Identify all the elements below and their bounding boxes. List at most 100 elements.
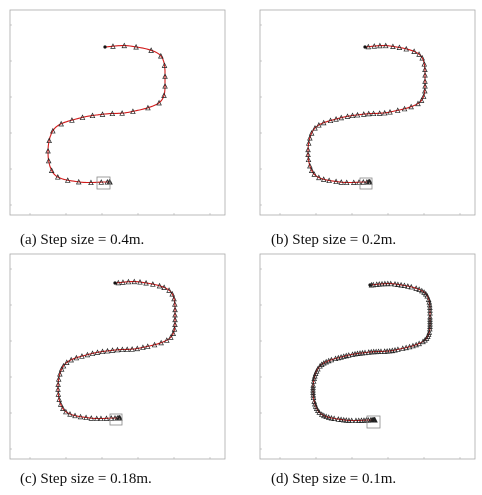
pose-marker (365, 110, 372, 117)
pose-marker (377, 42, 383, 49)
panel-b (259, 9, 476, 216)
pose-marker (99, 348, 106, 355)
pose-marker (156, 99, 162, 106)
pose-marker (387, 280, 394, 287)
pose-marker (104, 347, 111, 354)
pose-marker (60, 405, 66, 411)
pose-marker (119, 110, 125, 116)
pose-marker (60, 362, 67, 369)
pose-marker (50, 127, 56, 134)
pose-marker (328, 356, 335, 363)
start-point (113, 281, 117, 285)
pose-marker (310, 382, 316, 388)
panel-a (9, 9, 226, 216)
pose-marker (368, 348, 375, 355)
caption-a: (a) Step size = 0.4m. (20, 232, 145, 248)
plot-a (9, 9, 226, 216)
pose-marker (426, 301, 433, 308)
pose-marker (317, 363, 323, 369)
pose-marker (170, 330, 177, 336)
trajectory-line (47, 45, 166, 184)
pose-marker (67, 411, 73, 417)
pose-marker (418, 97, 425, 103)
pose-marker (316, 122, 322, 128)
pose-marker (421, 61, 428, 67)
pose-marker (381, 109, 388, 116)
pose-marker (58, 120, 64, 127)
pose-marker (360, 111, 367, 117)
pose-marker (162, 83, 168, 89)
panel-c (9, 253, 226, 460)
pose-marker (379, 280, 385, 287)
pose-marker (333, 178, 339, 185)
pose-marker (168, 334, 174, 340)
pose-marker (150, 281, 156, 287)
pose-marker (389, 347, 396, 354)
pose-marker (321, 412, 327, 419)
pose-marker (422, 337, 428, 343)
pose-marker (343, 352, 350, 359)
pose-marker (164, 337, 170, 343)
pose-marker (401, 105, 408, 112)
pose-marker (365, 43, 372, 50)
pose-marker (308, 167, 315, 173)
pose-marker (131, 278, 138, 285)
pose-marker (140, 344, 146, 350)
panel-d (259, 253, 476, 460)
pose-marker (172, 301, 178, 307)
pose-marker (427, 304, 433, 310)
pose-marker (45, 157, 52, 164)
pose-marker (110, 43, 116, 49)
pose-marker (344, 113, 351, 119)
pose-marker (133, 43, 139, 50)
pose-marker (89, 112, 96, 119)
pose-marker (394, 107, 401, 113)
target-box (109, 413, 123, 426)
pose-marker (416, 286, 422, 292)
pose-marker (88, 415, 95, 421)
pose-marker (367, 179, 373, 185)
pose-marker (343, 179, 350, 186)
pose-marker (398, 281, 404, 288)
pose-marker (354, 111, 361, 118)
pose-marker (320, 176, 327, 182)
pose-marker (75, 178, 82, 185)
pose-marker (416, 340, 422, 347)
plot-b (259, 9, 476, 216)
pose-marker (145, 104, 151, 111)
pose-marker (381, 348, 388, 354)
pose-marker (109, 347, 116, 353)
pose-marker (408, 283, 415, 290)
pose-marker (338, 179, 345, 185)
pose-marker (310, 387, 316, 393)
pose-marker (161, 62, 168, 68)
pose-marker (68, 356, 74, 363)
pose-marker (55, 174, 61, 180)
target-box (366, 415, 381, 429)
pose-marker (416, 51, 422, 57)
pose-marker (333, 116, 339, 122)
pose-marker (403, 45, 410, 52)
pose-marker (390, 43, 396, 49)
pose-marker (64, 177, 71, 183)
pose-marker (355, 417, 362, 423)
pose-marker (331, 415, 337, 422)
pose-marker (360, 179, 367, 185)
pose-marker (413, 285, 419, 291)
pose-marker (120, 279, 126, 285)
pose-marker (151, 341, 158, 348)
pose-marker (162, 73, 168, 79)
pose-marker (335, 354, 342, 361)
plot-frame (259, 253, 476, 460)
pose-marker (310, 394, 317, 401)
pose-marker (119, 346, 126, 353)
pose-marker (325, 357, 332, 364)
pose-marker (109, 110, 116, 117)
caption-c: (c) Step size = 0.18m. (20, 471, 152, 487)
start-point (363, 45, 367, 49)
pose-marker (365, 349, 372, 355)
pose-marker (103, 415, 110, 421)
pose-marker (420, 93, 427, 99)
pose-marker (89, 350, 96, 356)
plot-frame (9, 253, 226, 460)
